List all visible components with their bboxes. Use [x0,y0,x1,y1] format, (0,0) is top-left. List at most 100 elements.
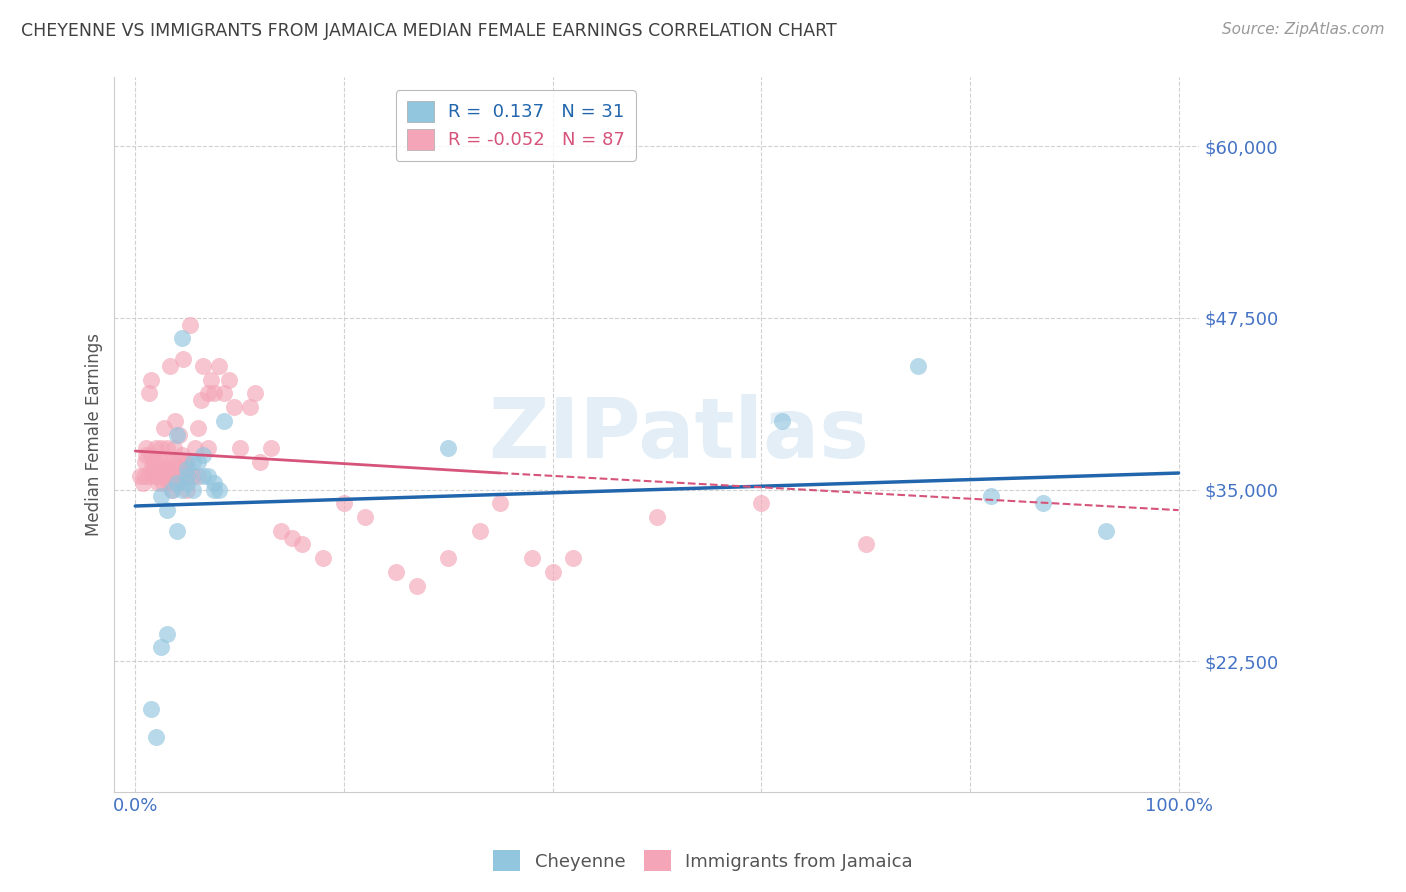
Point [749,496,772,510]
Point [150,442,173,456]
Point [191,448,214,462]
Point [980,489,1002,503]
Point [139,702,162,716]
Point [353,510,375,524]
Point [245,386,267,401]
Point [166,462,188,476]
Y-axis label: Median Female Earnings: Median Female Earnings [86,333,103,536]
Point [166,455,188,469]
Point [181,483,204,497]
Point [134,455,156,469]
Point [260,442,283,456]
Point [150,468,173,483]
Point [468,524,491,538]
Point [1032,496,1054,510]
Point [145,468,167,483]
Point [145,455,167,469]
Point [152,475,174,490]
Legend: Cheyenne, Immigrants from Jamaica: Cheyenne, Immigrants from Jamaica [486,843,920,879]
Point [163,468,186,483]
Point [176,455,198,469]
Point [160,455,183,469]
Point [176,462,198,476]
Point [172,331,194,345]
Point [139,462,162,476]
Point [176,468,198,483]
Point [202,483,225,497]
Text: Source: ZipAtlas.com: Source: ZipAtlas.com [1222,22,1385,37]
Point [145,442,167,456]
Point [160,483,183,497]
Point [172,448,194,462]
Point [385,565,408,579]
Point [155,462,177,476]
Point [176,475,198,490]
Point [541,565,564,579]
Point [770,414,793,428]
Point [172,351,194,366]
Point [145,462,167,476]
Point [184,442,207,456]
Point [155,455,177,469]
Point [166,524,188,538]
Point [312,551,335,566]
Point [645,510,668,524]
Point [155,442,177,456]
Point [143,462,166,476]
Point [166,475,188,490]
Point [197,442,219,456]
Point [139,448,162,462]
Point [160,483,183,497]
Point [152,468,174,483]
Point [187,468,209,483]
Point [281,531,304,545]
Point [333,496,356,510]
Point [181,455,204,469]
Point [437,442,460,456]
Text: ZIPatlas: ZIPatlas [488,394,869,475]
Point [129,468,152,483]
Point [907,359,929,373]
Point [166,468,188,483]
Point [202,386,225,401]
Point [190,393,212,408]
Point [172,483,194,497]
Point [239,400,262,414]
Point [249,455,271,469]
Point [1094,524,1116,538]
Point [270,524,292,538]
Point [174,455,197,469]
Point [202,475,225,490]
Point [197,468,219,483]
Point [224,400,246,414]
Point [163,414,186,428]
Legend: R =  0.137   N = 31, R = -0.052   N = 87: R = 0.137 N = 31, R = -0.052 N = 87 [396,90,636,161]
Point [150,455,173,469]
Point [176,468,198,483]
Point [132,468,155,483]
Point [167,427,190,442]
Point [150,640,173,655]
Point [212,386,235,401]
Point [437,551,460,566]
Point [208,483,231,497]
Point [157,468,180,483]
Point [218,373,240,387]
Point [131,475,153,490]
Point [157,475,180,490]
Point [208,359,231,373]
Point [489,496,512,510]
Point [170,468,193,483]
Point [159,359,181,373]
Point [520,551,543,566]
Point [166,427,188,442]
Point [187,420,209,434]
Point [142,455,165,469]
Point [191,468,214,483]
Point [181,468,204,483]
Point [163,442,186,456]
Point [155,503,177,517]
Point [153,420,176,434]
Point [155,626,177,640]
Point [145,730,167,744]
